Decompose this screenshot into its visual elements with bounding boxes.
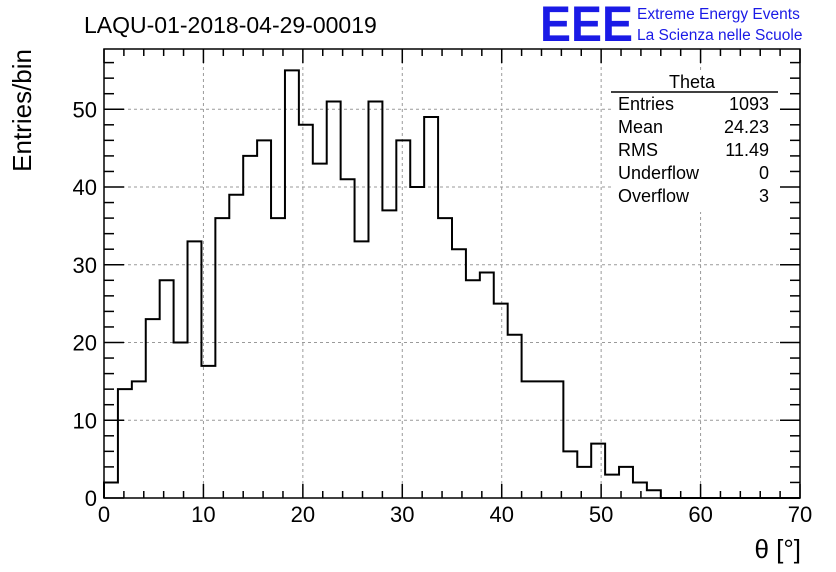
stats-box-background bbox=[611, 72, 779, 212]
logo-line-2: La Scienza nelle Scuole bbox=[637, 27, 802, 44]
stats-row-value: 1093 bbox=[729, 94, 769, 114]
x-tick-label: 60 bbox=[688, 502, 712, 527]
stats-row-value: 24.23 bbox=[724, 117, 769, 137]
x-tick-label: 10 bbox=[191, 502, 215, 527]
y-tick-label: 20 bbox=[73, 331, 97, 356]
eee-logo: EEE Extreme Energy Events La Scienza nel… bbox=[540, 0, 802, 52]
stats-row-label: Overflow bbox=[618, 186, 690, 206]
x-tick-label: 20 bbox=[291, 502, 315, 527]
x-axis-label: θ [°] bbox=[754, 534, 801, 564]
y-tick-label: 50 bbox=[73, 97, 97, 122]
stats-row-value: 3 bbox=[759, 186, 769, 206]
x-tick-label: 70 bbox=[788, 502, 812, 527]
x-tick-label: 30 bbox=[390, 502, 414, 527]
chart-title: LAQU-01-2018-04-29-00019 bbox=[84, 12, 377, 38]
y-tick-label: 30 bbox=[73, 253, 97, 278]
y-tick-label: 0 bbox=[85, 486, 97, 511]
x-tick-label: 40 bbox=[489, 502, 513, 527]
y-tick-label: 40 bbox=[73, 175, 97, 200]
stats-row-value: 0 bbox=[759, 163, 769, 183]
logo-mark: EEE bbox=[540, 0, 633, 52]
stats-rows: Entries 1093 Mean 24.23 RMS 11.49 Underflow 0 Ov… bbox=[618, 94, 769, 206]
grid-lines bbox=[104, 49, 800, 498]
x-tick-label: 50 bbox=[589, 502, 613, 527]
x-tick-label: 0 bbox=[98, 502, 110, 527]
stats-row-label: Underflow bbox=[618, 163, 700, 183]
stats-row-value: 11.49 bbox=[725, 140, 769, 160]
stats-row-label: RMS bbox=[618, 140, 658, 160]
stats-box: Theta Entries 1093 Mean 24.23 RMS 11.49 Underf… bbox=[611, 72, 779, 212]
histogram-line bbox=[103, 69, 800, 499]
logo-line-1: Extreme Energy Events bbox=[637, 6, 800, 23]
y-axis-label: Entries/bin bbox=[7, 49, 37, 172]
stats-row-label: Entries bbox=[618, 94, 674, 114]
plot-frame bbox=[103, 48, 801, 499]
stats-row-label: Mean bbox=[618, 117, 663, 137]
stats-title: Theta bbox=[669, 72, 716, 92]
y-tick-label: 10 bbox=[73, 408, 97, 433]
